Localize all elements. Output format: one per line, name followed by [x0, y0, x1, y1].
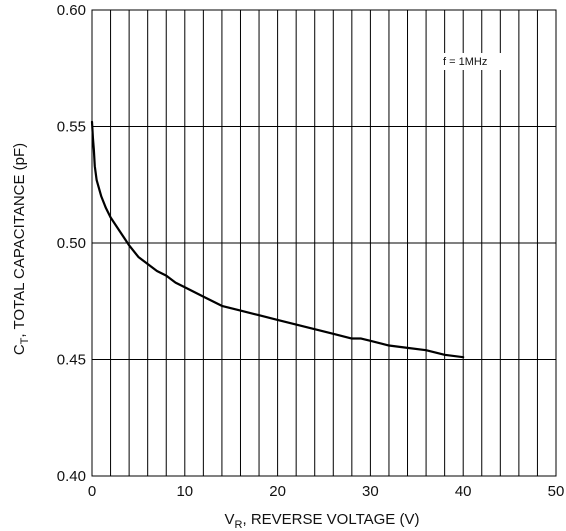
x-tick-label: 10	[176, 483, 193, 500]
y-tick-label: 0.55	[57, 119, 86, 136]
y-axis-title: CT, TOTAL CAPACITANCE (pF)	[11, 143, 31, 355]
y-axis-title-rest: , TOTAL CAPACITANCE (pF)	[11, 143, 28, 338]
horizontal-grid	[92, 126, 556, 360]
y-tick-label: 0.60	[57, 2, 86, 19]
y-axis-title-main: C	[11, 344, 28, 355]
x-tick-label: 30	[362, 483, 379, 500]
x-axis-title-subscript: R	[235, 519, 243, 531]
annotation-background	[439, 53, 513, 70]
x-axis-title: VR, REVERSE VOLTAGE (V)	[225, 511, 420, 531]
x-tick-label: 0	[88, 483, 96, 500]
x-axis-title-rest: , REVERSE VOLTAGE (V)	[242, 511, 419, 528]
x-tick-label: 50	[548, 483, 565, 500]
y-tick-label: 0.50	[57, 235, 86, 252]
x-tick-label: 40	[455, 483, 472, 500]
y-tick-label: 0.45	[57, 352, 86, 369]
y-tick-label: 0.40	[57, 468, 86, 485]
series-line	[90, 120, 465, 359]
y-tick-labels: 0.40 0.45 0.50 0.55 0.60	[57, 2, 86, 485]
x-axis-title-main: V	[225, 511, 235, 528]
y-axis-title-subscript: T	[19, 337, 31, 344]
plot-frame	[91, 9, 557, 477]
frequency-annotation: f = 1MHz	[443, 56, 487, 68]
x-tick-labels: 0 10 20 30 40 50	[88, 483, 565, 500]
x-tick-label: 20	[269, 483, 286, 500]
